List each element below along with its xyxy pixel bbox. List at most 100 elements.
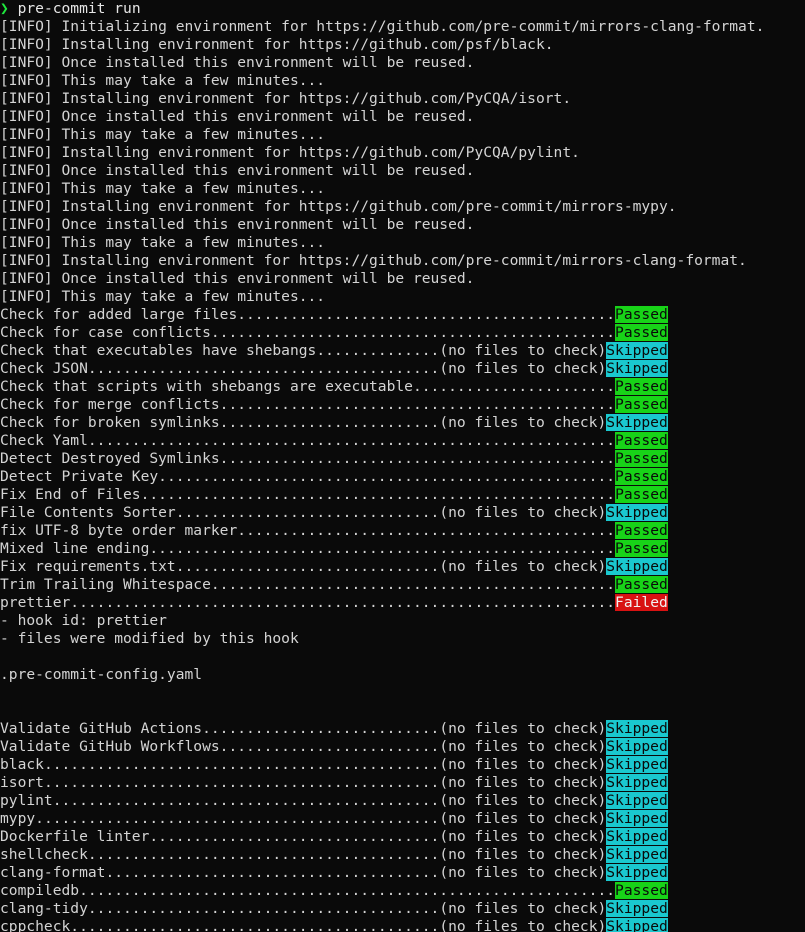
info-log-line: [INFO] Once installed this environment w… (0, 108, 475, 125)
hook-result-row: Validate GitHub Actions.................… (0, 720, 805, 738)
info-log-line: [INFO] This may take a few minutes... (0, 126, 326, 143)
info-log-line: [INFO] This may take a few minutes... (0, 180, 326, 197)
status-badge: Passed (615, 378, 668, 395)
hook-name: Detect Private Key (0, 468, 159, 485)
status-badge: Passed (615, 882, 668, 899)
info-log-line: [INFO] Initializing environment for http… (0, 18, 765, 35)
status-badge: Skipped (606, 720, 668, 737)
hook-result-row: File Contents Sorter....................… (0, 504, 805, 522)
status-badge: Passed (615, 576, 668, 593)
hook-result-row: Check that executables have shebangs....… (0, 342, 805, 360)
spacer-line (0, 648, 805, 666)
hook-name: Check for broken symlinks (0, 414, 220, 431)
status-badge: Skipped (606, 864, 668, 881)
hook-name: Check for case conflicts (0, 324, 211, 341)
hook-result-row: shellcheck..............................… (0, 846, 805, 864)
info-log-line: [INFO] Once installed this environment w… (0, 216, 475, 233)
hook-result-row: Check for broken symlinks...............… (0, 414, 805, 432)
failure-modified-note: - files were modified by this hook (0, 630, 299, 647)
status-badge: Skipped (606, 792, 668, 809)
info-log-line: [INFO] Once installed this environment w… (0, 270, 475, 287)
hook-note: (no files to check) (439, 738, 607, 755)
status-badge: Passed (615, 306, 668, 323)
hook-name: Fix requirements.txt (0, 558, 176, 575)
info-log-line: [INFO] Once installed this environment w… (0, 54, 475, 71)
hook-name: Trim Trailing Whitespace (0, 576, 211, 593)
hook-name: Check JSON (0, 360, 88, 377)
prompt-chevron-icon: ❯ (0, 0, 9, 17)
dot-leader: ........................................ (87, 360, 440, 377)
status-badge: Passed (615, 486, 668, 503)
command-line: ❯ pre-commit run (0, 0, 805, 18)
hook-results-group-2: Validate GitHub Actions.................… (0, 720, 805, 932)
dot-leader: ........................................… (237, 306, 616, 323)
dot-leader: ...................................... (105, 864, 440, 881)
dot-leader: ........................................ (87, 900, 440, 917)
hook-name: Check that executables have shebangs (0, 342, 317, 359)
hook-note: (no files to check) (439, 720, 607, 737)
hook-result-row: black...................................… (0, 756, 805, 774)
hook-name: mypy (0, 810, 36, 827)
dot-leader: ........................................… (140, 486, 616, 503)
hook-result-row: Check Yaml..............................… (0, 432, 805, 450)
dot-leader: .............. (316, 342, 440, 359)
hook-name: Check Yaml (0, 432, 88, 449)
hook-result-row: Check for case conflicts................… (0, 324, 805, 342)
dot-leader: ....................... (412, 378, 616, 395)
command-text (9, 0, 18, 17)
hook-result-row: Check that scripts with shebangs are exe… (0, 378, 805, 396)
status-badge: Skipped (606, 414, 668, 431)
hook-note: (no files to check) (439, 846, 607, 863)
info-log-line: [INFO] Installing environment for https:… (0, 198, 677, 215)
hook-result-row: mypy....................................… (0, 810, 805, 828)
hook-name: prettier (0, 594, 71, 611)
hook-result-row: Check for merge conflicts...............… (0, 396, 805, 414)
hook-name: Dockerfile linter (0, 828, 150, 845)
hook-note: (no files to check) (439, 774, 607, 791)
hook-result-row: pylint..................................… (0, 792, 805, 810)
dot-leader: ........................................… (219, 450, 616, 467)
dot-leader: ........................................… (35, 810, 440, 827)
hook-name: pylint (0, 792, 53, 809)
status-badge: Skipped (606, 342, 668, 359)
info-log-line: [INFO] Installing environment for https:… (0, 144, 580, 161)
hook-name: Validate GitHub Workflows (0, 738, 220, 755)
dot-leader: ................................. (149, 828, 440, 845)
hook-note: (no files to check) (439, 342, 607, 359)
status-badge: Skipped (606, 846, 668, 863)
status-badge: Failed (615, 594, 668, 611)
hook-name: clang-tidy (0, 900, 88, 917)
failure-hook-id: - hook id: prettier (0, 612, 167, 629)
info-log-line: [INFO] Once installed this environment w… (0, 162, 475, 179)
info-log-line: [INFO] Installing environment for https:… (0, 252, 747, 269)
dot-leader: ........................... (202, 720, 440, 737)
hook-note: (no files to check) (439, 864, 607, 881)
hook-name: shellcheck (0, 846, 88, 863)
status-badge: Passed (615, 450, 668, 467)
hook-result-row: Fix End of Files........................… (0, 486, 805, 504)
dot-leader: ......................... (219, 414, 440, 431)
hook-result-row: Check JSON..............................… (0, 360, 805, 378)
dot-leader: ........................................… (210, 576, 616, 593)
info-log-line: [INFO] This may take a few minutes... (0, 288, 326, 305)
hook-name: File Contents Sorter (0, 504, 176, 521)
dot-leader: ........................................… (219, 396, 616, 413)
dot-leader: .............................. (175, 504, 440, 521)
info-log-line: [INFO] Installing environment for https:… (0, 90, 572, 107)
hook-result-row: clang-tidy..............................… (0, 900, 805, 918)
hook-name: compiledb (0, 882, 80, 899)
status-badge: Skipped (606, 504, 668, 521)
status-badge: Skipped (606, 828, 668, 845)
hook-note: (no files to check) (439, 900, 607, 917)
status-badge: Passed (615, 396, 668, 413)
hook-name: Check that scripts with shebangs are exe… (0, 378, 413, 395)
hook-result-row: Fix requirements.txt....................… (0, 558, 805, 576)
dot-leader: ........................................ (87, 846, 440, 863)
hook-result-row: cppcheck................................… (0, 918, 805, 932)
hook-note: (no files to check) (439, 810, 607, 827)
dot-leader: ........................................… (43, 774, 440, 791)
status-badge: Passed (615, 468, 668, 485)
dot-leader: ........................................… (43, 756, 440, 773)
dot-leader: ........................................… (149, 540, 616, 557)
